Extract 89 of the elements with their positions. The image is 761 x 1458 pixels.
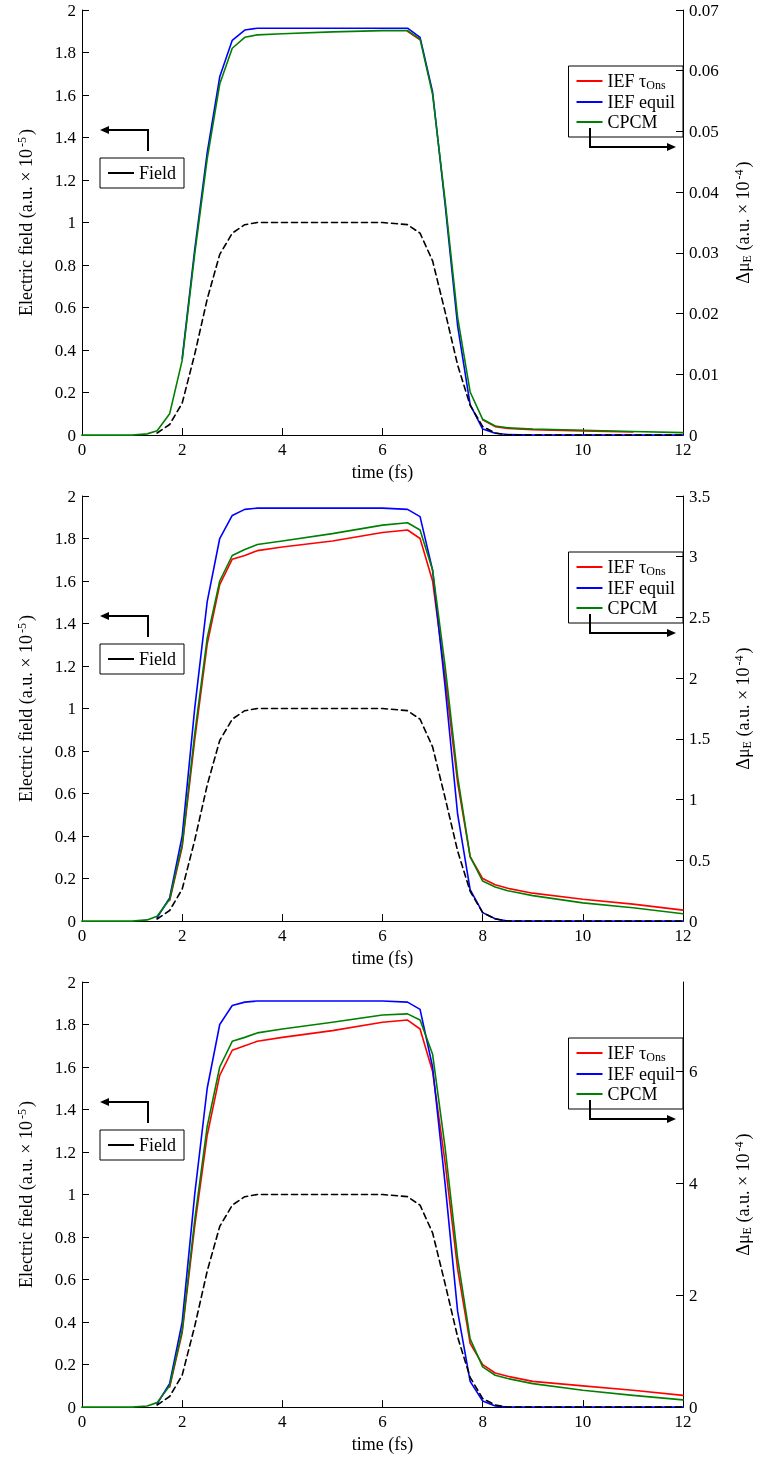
x-axis-title: time (fs): [351, 462, 414, 483]
y-tick-label: 1.6: [54, 571, 76, 591]
x-axis-title: time (fs): [351, 1434, 414, 1455]
x-tick-label: 10: [574, 440, 592, 460]
x-tick-label: 2: [177, 440, 187, 460]
y-tick-label: 0.2: [54, 1355, 76, 1375]
legend-label: Field: [139, 163, 177, 183]
y2-tick-label: 0.01: [689, 364, 719, 384]
x-tick-label: 4: [278, 1412, 288, 1432]
y-tick-label: 0.2: [54, 869, 76, 889]
y2-tick-label: 0.06: [689, 61, 719, 81]
y-tick-label: 0.2: [54, 383, 76, 403]
x-tick-label: 10: [574, 1412, 592, 1432]
legend-label: CPCM: [607, 112, 658, 132]
y-axis-title: Electric field (a.u. × 10-5): [15, 129, 37, 317]
x-tick-label: 2: [177, 926, 187, 946]
y2-axis-title: ΔμE (a.u. × 10-4): [732, 161, 754, 284]
legend-label: IEF equil: [607, 92, 676, 112]
y2-tick-label: 0: [689, 911, 698, 931]
y2-tick-label: 3.5: [689, 486, 711, 506]
y-tick-label: 2: [67, 486, 76, 506]
x-tick-label: 12: [674, 440, 692, 460]
legend-label: Field: [139, 649, 177, 669]
x-tick-label: 12: [674, 1412, 692, 1432]
x-tick-label: 6: [378, 926, 387, 946]
y-tick-label: 0.6: [54, 298, 76, 318]
y-tick-label: 0: [67, 425, 76, 445]
y2-tick-label: 0: [689, 425, 698, 445]
y2-tick-label: 0.02: [689, 304, 719, 324]
y2-tick-label: 0.04: [689, 182, 720, 202]
x-tick-label: 4: [278, 926, 288, 946]
y-tick-label: 1.6: [54, 1057, 76, 1077]
y-axis-title: Electric field (a.u. × 10-5): [15, 615, 37, 803]
legend-label: Field: [139, 1135, 177, 1155]
y-tick-label: 0.6: [54, 1270, 76, 1290]
y-tick-label: 1: [67, 699, 76, 719]
y-tick-label: 1.4: [54, 128, 77, 148]
y-tick-label: 1.2: [54, 656, 76, 676]
y2-tick-label: 0.03: [689, 243, 719, 263]
y2-axis-title: ΔμE (a.u. × 10-4): [732, 1133, 754, 1256]
x-tick-label: 10: [574, 926, 592, 946]
x-tick-label: 8: [478, 926, 487, 946]
y-tick-label: 0.6: [54, 784, 76, 804]
y2-tick-label: 2.5: [689, 607, 711, 627]
y2-tick-label: 1.5: [689, 729, 711, 749]
y2-tick-label: 6: [689, 1061, 698, 1081]
y-tick-label: 1: [67, 1185, 76, 1205]
x-tick-label: 6: [378, 1412, 387, 1432]
y-tick-label: 1.2: [54, 170, 76, 190]
x-tick-label: 4: [278, 440, 288, 460]
y-tick-label: 2: [67, 0, 76, 20]
y2-tick-label: 2: [689, 668, 698, 688]
y-tick-label: 1.8: [54, 1015, 76, 1035]
y2-axis-title: ΔμE (a.u. × 10-4): [732, 647, 754, 770]
y2-tick-label: 4: [689, 1173, 698, 1193]
y-tick-label: 0: [67, 911, 76, 931]
y-tick-label: 1: [67, 213, 76, 233]
y-tick-label: 1.8: [54, 529, 76, 549]
y2-tick-label: 3: [689, 547, 698, 567]
y2-tick-label: 0.5: [689, 850, 711, 870]
x-axis-title: time (fs): [351, 948, 414, 969]
y-tick-label: 0.8: [54, 1227, 76, 1247]
y-tick-label: 0.4: [54, 340, 77, 360]
y-tick-label: 1.6: [54, 85, 76, 105]
y2-tick-label: 0: [689, 1397, 698, 1417]
x-tick-label: 12: [674, 926, 692, 946]
x-tick-label: 8: [478, 1412, 487, 1432]
x-tick-label: 2: [177, 1412, 187, 1432]
legend-label: CPCM: [607, 1084, 658, 1104]
y-tick-label: 0.4: [54, 826, 77, 846]
y-tick-label: 1.8: [54, 43, 76, 63]
y-tick-label: 2: [67, 972, 76, 992]
y2-tick-label: 0.05: [689, 121, 719, 141]
y-tick-label: 0.8: [54, 741, 76, 761]
y-tick-label: 0.8: [54, 255, 76, 275]
legend-label: IEF equil: [607, 578, 676, 598]
legend-label: IEF equil: [607, 1064, 676, 1084]
y-tick-label: 1.2: [54, 1142, 76, 1162]
x-tick-label: 8: [478, 440, 487, 460]
y-axis-title: Electric field (a.u. × 10-5): [15, 1101, 37, 1289]
y-tick-label: 1.4: [54, 1100, 77, 1120]
y-tick-label: 0.4: [54, 1312, 77, 1332]
legend-label: CPCM: [607, 598, 658, 618]
y-tick-label: 0: [67, 1397, 76, 1417]
x-tick-label: 6: [378, 440, 387, 460]
y2-tick-label: 0.07: [689, 0, 720, 20]
y-tick-label: 1.4: [54, 614, 77, 634]
y2-tick-label: 2: [689, 1285, 698, 1305]
y2-tick-label: 1: [689, 790, 698, 810]
